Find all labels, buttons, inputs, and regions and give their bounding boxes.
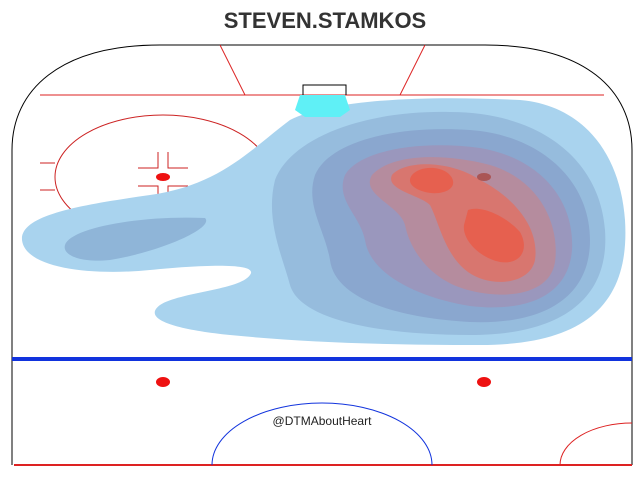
rink-lower [12,173,633,466]
density-contours [21,95,626,346]
credit: @DTMAboutHeart [273,414,373,428]
chart-title: STEVEN.STAMKOS [224,8,427,33]
